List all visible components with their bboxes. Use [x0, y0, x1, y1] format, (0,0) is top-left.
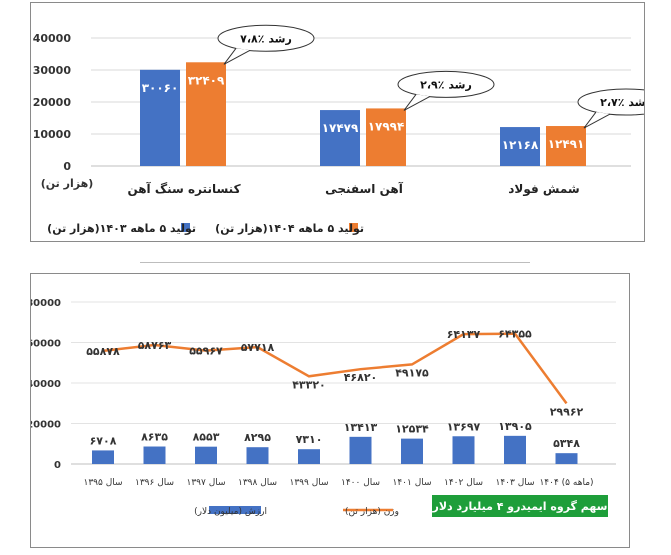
bar-1403 [320, 110, 360, 166]
y-tick-label: 0 [54, 460, 61, 471]
value-bar-label: ۱۳۹۰۵ [498, 420, 532, 433]
value-bar-label: ۱۲۵۳۴ [395, 423, 429, 436]
value-bar [92, 450, 114, 464]
weight-line-label: ۲۹۹۶۲ [550, 405, 584, 418]
y-tick-label: 0 [63, 160, 71, 173]
x-tick-label: سال ۱۳۹۶ [135, 478, 174, 488]
y-tick-label: 60000 [31, 339, 61, 350]
value-bar [555, 453, 578, 464]
y-tick-label: 40000 [31, 379, 61, 390]
value-bar [298, 449, 320, 464]
weight-line-label: ۶۴۳۵۵ [498, 328, 532, 341]
top-chart-panel: 0 10000 20000 30000 40000 (هزار تن) ۳۰۰۶۰ ۳۲۴۰۹… [30, 2, 671, 242]
x-tick-label: ۱۴۰۴ (۵ ماهه) [539, 478, 593, 488]
value-bar-label: ۱۳۴۱۳ [344, 421, 378, 434]
growth-callout [397, 70, 495, 98]
growth-callout [217, 24, 315, 52]
legend-value-label: ارزش (میلیون دلار) [194, 507, 267, 517]
bar-1404-label: ۱۷۹۹۴ [368, 119, 405, 133]
legend-value-swatch [209, 506, 261, 514]
value-bar [401, 438, 423, 464]
bar-1403-label: ۱۷۴۷۹ [322, 121, 359, 135]
legend-1404-swatch [349, 223, 358, 232]
value-bar [349, 436, 372, 464]
imidro-share-badge: سهم گروه ایمیدرو ۴ میلیارد دلار [432, 495, 608, 517]
x-tick-label: سال ۱۳۹۹ [289, 478, 328, 488]
value-bar-label: ۵۳۴۸ [553, 437, 580, 450]
value-bar-label: ۱۳۶۹۷ [447, 420, 481, 433]
weight-line-label: ۵۵۸۷۸ [86, 345, 120, 358]
y-tick-label: 30000 [33, 64, 72, 77]
value-bar-label: ۸۲۹۵ [244, 431, 271, 444]
bar-1403 [140, 69, 180, 166]
category-label: کنسانتره سنگ آهن [127, 181, 240, 196]
bar-1403-label: ۳۰۰۶۰ [142, 81, 179, 95]
bar-1404 [366, 108, 406, 166]
growth-label: ۲،۷٪ رشد [600, 96, 644, 109]
growth-callout-pointer [583, 111, 611, 129]
category-label: آهن اسفنجی [325, 181, 404, 196]
growth-label: ۷،۸٪ رشد [240, 32, 292, 45]
separator-line [140, 262, 530, 263]
y-tick-label: 20000 [33, 96, 72, 109]
value-bar [195, 446, 217, 464]
y-tick-label: 20000 [31, 420, 61, 431]
value-bar [246, 447, 269, 464]
x-tick-label: سال ۱۴۰۱ [392, 478, 431, 488]
legend-weight-label: وزن (هزار تن) [345, 507, 399, 517]
value-bar-label: ۶۷۰۸ [90, 434, 117, 447]
weight-line-label: ۴۶۸۲۰ [344, 371, 378, 384]
value-bar-label: ۸۶۳۵ [141, 431, 168, 444]
weight-line [102, 332, 568, 405]
weight-line-label: ۵۷۷۱۸ [241, 341, 275, 354]
legend-1403-label: تولید ۵ ماهه ۱۴۰۳(هزار تن) [47, 222, 196, 235]
value-bar [452, 436, 475, 464]
y-axis-label: (هزار تن) [41, 177, 94, 190]
x-tick-label: سال ۱۳۹۵ [83, 478, 122, 488]
growth-label: ۲،۹٪ رشد [420, 78, 472, 91]
weight-line-label: ۴۹۱۷۵ [395, 366, 429, 379]
x-tick-label: سال ۱۴۰۲ [444, 478, 483, 488]
x-tick-label: سال ۱۳۹۸ [238, 478, 277, 488]
bar-1404 [186, 62, 226, 166]
production-bar-chart: 0 10000 20000 30000 40000 (هزار تن) ۳۰۰۶۰ ۳۲۴۰۹… [33, 24, 671, 235]
category-label: شمش فولاد [508, 182, 579, 197]
x-tick-label: سال ۱۴۰۰ [341, 478, 380, 488]
export-combo-chart: 0 20000 40000 60000 80000 ۶۷۰۸ سال ۱۳۹۵ ۸۶۳۵ سال… [26, 298, 616, 517]
growth-callout-pointer [403, 94, 431, 111]
weight-line-label: ۵۸۷۶۳ [138, 339, 172, 352]
x-tick-label: سال ۱۴۰۳ [495, 478, 534, 488]
legend-1404-label: تولید ۵ ماهه ۱۴۰۴(هزار تن) [215, 222, 364, 235]
bar-1403 [500, 127, 540, 166]
growth-callout-pointer [223, 47, 251, 65]
y-tick-label: 40000 [33, 32, 72, 45]
x-tick-label: سال ۱۳۹۷ [186, 478, 225, 488]
y-tick-label: 10000 [33, 128, 72, 141]
value-bar-label: ۷۳۱۰ [296, 433, 323, 446]
value-bar-label: ۸۵۵۳ [193, 431, 220, 444]
legend-1403-swatch [181, 223, 190, 232]
bar-1404-label: ۳۲۴۰۹ [188, 73, 225, 87]
weight-line-label: ۶۴۱۳۷ [447, 328, 481, 341]
y-tick-label: 80000 [31, 298, 61, 309]
bar-1404 [546, 126, 586, 166]
weight-line-label: ۴۳۳۲۰ [292, 378, 326, 391]
bar-1404-label: ۱۲۴۹۱ [548, 137, 585, 151]
value-bar [143, 446, 166, 464]
value-bar [504, 435, 526, 464]
weight-line-label: ۵۵۹۶۷ [189, 345, 223, 358]
bar-1403-label: ۱۲۱۶۸ [502, 138, 539, 152]
